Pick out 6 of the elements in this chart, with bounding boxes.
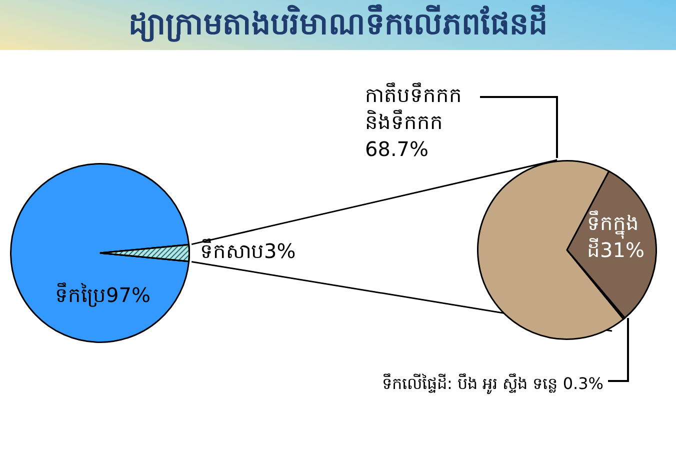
slice-label: កាតឹបទឹកកក និងទឹកកក	[365, 83, 462, 134]
slice-label: ទឹកប្រៃ97%	[55, 282, 150, 309]
slice-label: ទឹកសាប3%	[200, 238, 296, 265]
data-label: 68.7%	[365, 137, 429, 161]
slice-label: ទឹកលើផ្ទៃដី: បឹង អូរ ស្ទឹង ទន្លេ 0.3%	[382, 372, 604, 396]
slice-label: ទឹកក្នុង ដី31%	[587, 210, 644, 264]
